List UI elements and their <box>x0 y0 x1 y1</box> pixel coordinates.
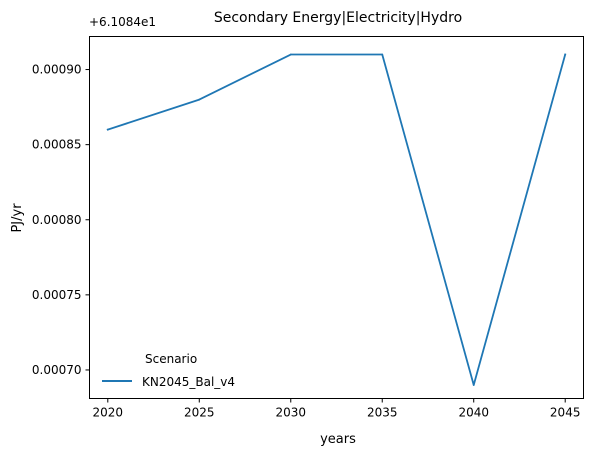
x-tick-label: 2025 <box>184 406 215 420</box>
y-tick-label: 0.00075 <box>32 288 82 302</box>
x-tick-label: 2035 <box>367 406 398 420</box>
y-axis-label: PJ/yr <box>10 203 25 233</box>
series-point <box>472 384 475 386</box>
series-layer <box>106 53 567 386</box>
x-tick-label: 2030 <box>275 406 306 420</box>
y-tick-label: 0.00070 <box>32 363 82 377</box>
x-tick-label: 2040 <box>458 406 489 420</box>
y-tick-label: 0.00090 <box>32 63 82 77</box>
x-tick-label: 2020 <box>93 406 124 420</box>
series-point <box>381 53 384 56</box>
series-point <box>198 98 201 101</box>
y-tick-label: 0.00080 <box>32 213 82 227</box>
legend-title: Scenario <box>145 352 197 366</box>
series-line-0 <box>106 53 567 386</box>
chart-title: Secondary Energy|Electricity|Hydro <box>214 10 462 26</box>
y-axis: 0.00070 0.00075 0.00080 0.00085 0.00090 <box>32 63 90 377</box>
series-point <box>106 128 109 131</box>
y-tick-label: 0.00085 <box>32 138 82 152</box>
legend-label: KN2045_Bal_v4 <box>142 375 235 389</box>
series-point <box>564 53 567 56</box>
x-axis-label: years <box>320 432 356 447</box>
plot-area <box>89 36 584 399</box>
series-point <box>289 53 292 56</box>
x-tick-label: 2045 <box>550 406 581 420</box>
y-offset-label: +6.1084e1 <box>89 15 156 29</box>
legend: Scenario KN2045_Bal_v4 <box>102 352 235 389</box>
x-axis: 2020 2025 2030 2035 2040 2045 <box>93 398 581 420</box>
plot-frame <box>89 36 584 399</box>
